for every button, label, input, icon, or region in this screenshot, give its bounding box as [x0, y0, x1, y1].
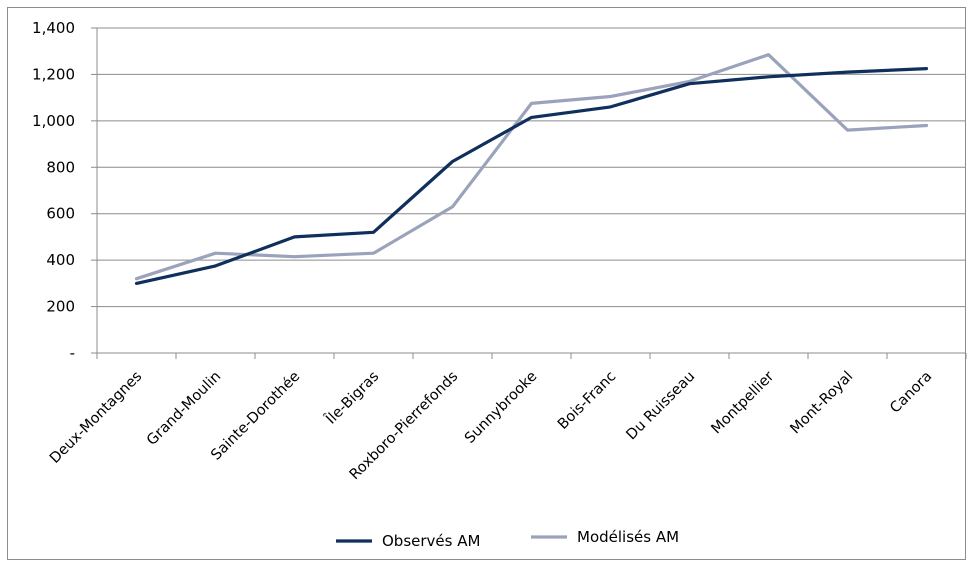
y-tick-label: 600: [46, 205, 75, 223]
x-tick-label: Canora: [887, 369, 935, 417]
x-axis: Deux-MontagnesGrand-MoulinSainte-Dorothé…: [47, 352, 967, 483]
legend: Observés AM Modélisés AM: [336, 528, 679, 550]
y-tick-label: 400: [46, 251, 75, 269]
series-lines: [134, 53, 929, 285]
y-tick-label: -: [70, 344, 75, 362]
y-tick-label: 800: [46, 158, 75, 176]
x-tick-label: Mont-Royal: [788, 369, 857, 438]
gridlines: [97, 27, 966, 308]
y-tick-label: 200: [46, 298, 75, 316]
y-tick-label: 1,200: [32, 65, 75, 83]
x-tick-label: Sunnybrooke: [462, 368, 540, 446]
x-tick-label: Du Ruisseau: [624, 369, 699, 444]
y-tick-label: 1,400: [32, 19, 75, 37]
series-line: [134, 66, 929, 285]
x-tick-label: Île-Bigras: [321, 367, 382, 428]
legend-label: Modélisés AM: [577, 528, 679, 546]
series-line: [134, 53, 929, 281]
x-tick-label: Montpellier: [708, 368, 777, 437]
x-tick-label: Sainte-Dorothée: [208, 368, 303, 463]
chart-frame: [7, 7, 966, 560]
y-axis: - 200 400 600 800 1,000 1,200 1,400: [32, 19, 98, 362]
x-tick-label: Grand-Moulin: [144, 369, 224, 449]
y-tick-label: 1,000: [32, 112, 75, 130]
x-tick-label: Bois-Franc: [555, 369, 619, 433]
x-tick-label: Deux-Montagnes: [47, 369, 145, 467]
legend-label: Observés AM: [382, 532, 480, 550]
